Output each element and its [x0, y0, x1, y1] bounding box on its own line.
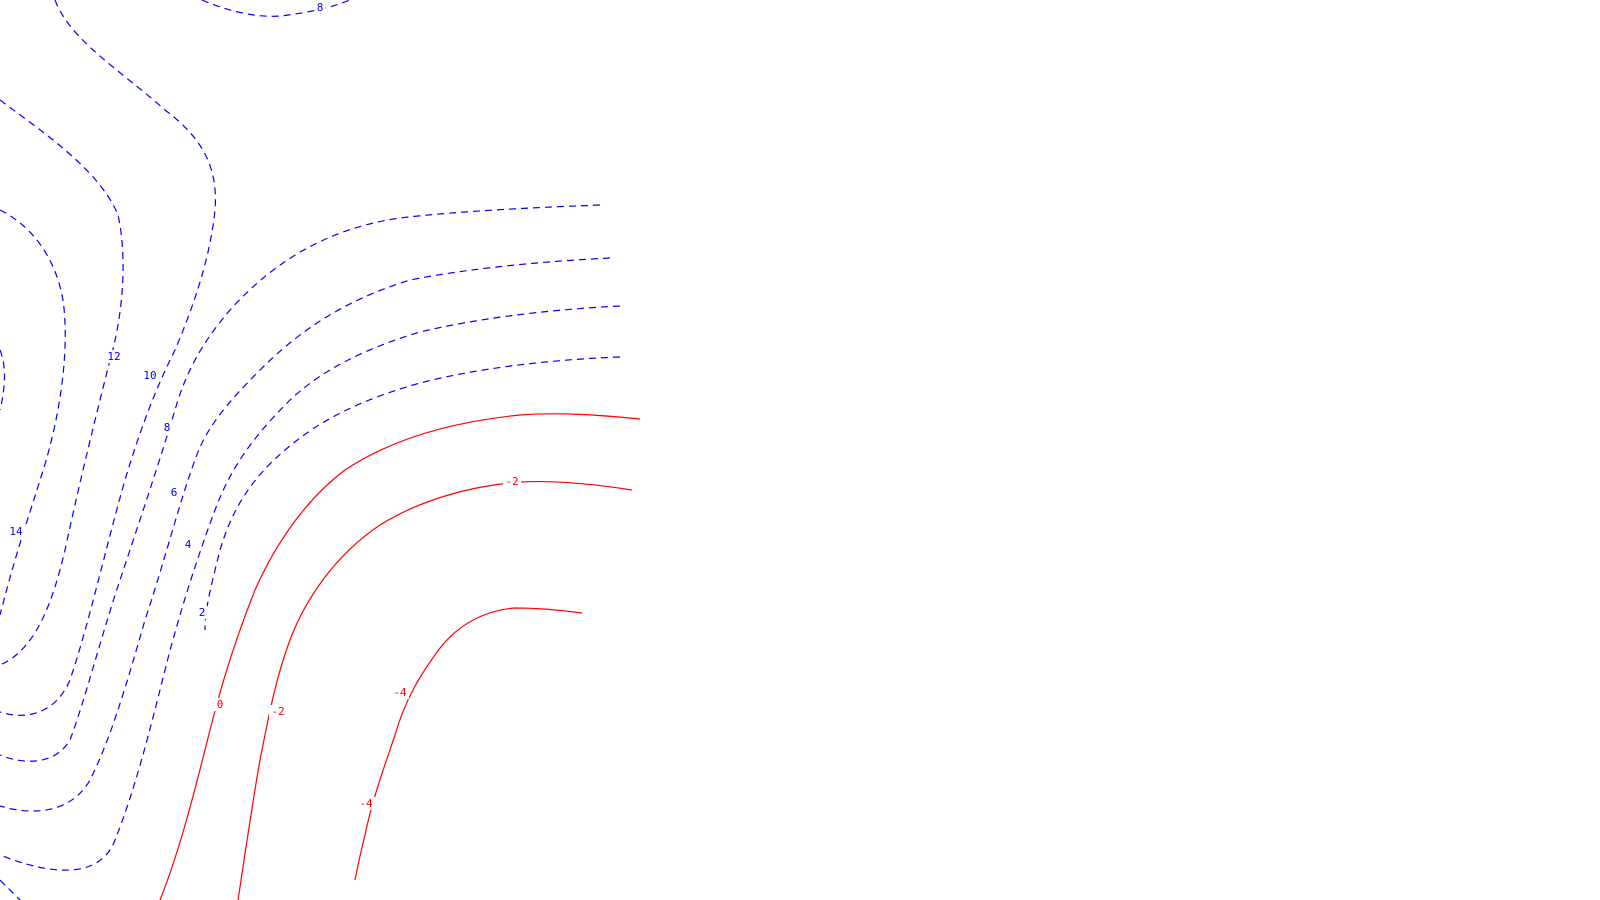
contour-label: 8 — [164, 421, 171, 434]
contour-label-background — [391, 686, 409, 699]
contour-label-group: -2 — [269, 705, 287, 718]
contour-line-level-8-4 — [0, 0, 217, 716]
contour-line-level-12-2 — [0, 209, 66, 616]
contour-label: 8 — [317, 1, 324, 14]
contour-line-level-14-12 — [0, 879, 21, 900]
contour-label-background — [503, 475, 521, 488]
contour-label-background — [141, 369, 159, 382]
contour-labels: 8 12 10 8 6 4 2 14 0 -2 -2 -4 -4 — [7, 1, 521, 810]
contour-label-group: -4 — [357, 797, 375, 810]
contour-line-level-14-1 — [0, 349, 6, 411]
contour-label: 14 — [9, 525, 23, 538]
contour-line-level-minus-4-11 — [354, 607, 583, 881]
contour-label-background — [7, 525, 25, 538]
contour-line-level-minus-2-10 — [237, 480, 633, 900]
contour-label-group: 8 — [314, 1, 326, 14]
contour-label-background — [357, 797, 375, 810]
contour-label: -2 — [271, 705, 284, 718]
contour-label-background — [168, 486, 180, 499]
contour-label-group: 14 — [7, 525, 25, 538]
contour-label: 10 — [143, 369, 156, 382]
contour-label-group: 2 — [196, 606, 208, 619]
contour-label-group: 6 — [168, 486, 180, 499]
contour-label-group: 8 — [161, 421, 173, 434]
contour-label: -4 — [393, 686, 407, 699]
contour-label-background — [161, 421, 173, 434]
contour-label: 12 — [107, 350, 120, 363]
contour-label: 6 — [171, 486, 178, 499]
contour-label-background — [269, 705, 287, 718]
contour-line-level-2-8 — [204, 356, 621, 631]
contour-label: 4 — [185, 538, 192, 551]
contour-label-background — [314, 1, 326, 14]
contour-label-background — [182, 538, 194, 551]
contour-label-group: 0 — [214, 698, 226, 711]
contour-label-group: 12 — [105, 350, 123, 363]
contour-label: -4 — [359, 797, 373, 810]
contour-label-background — [105, 350, 123, 363]
contour-label-background — [214, 698, 226, 711]
contour-label-group: 4 — [182, 538, 194, 551]
contour-line-level-2-7 — [0, 305, 621, 871]
contour-lines — [0, 0, 641, 900]
contour-label-group: -2 — [503, 475, 521, 488]
contour-line-level-8-0 — [201, 0, 351, 17]
contour-label-group: 10 — [141, 369, 159, 382]
contour-line-level-4-6 — [0, 257, 611, 812]
contour-label: 2 — [199, 606, 206, 619]
contour-label: 0 — [217, 698, 224, 711]
contour-label-background — [196, 606, 208, 619]
contour-label-group: -4 — [391, 686, 409, 699]
contour-label: -2 — [505, 475, 518, 488]
contour-line-level-0-9 — [159, 413, 641, 900]
